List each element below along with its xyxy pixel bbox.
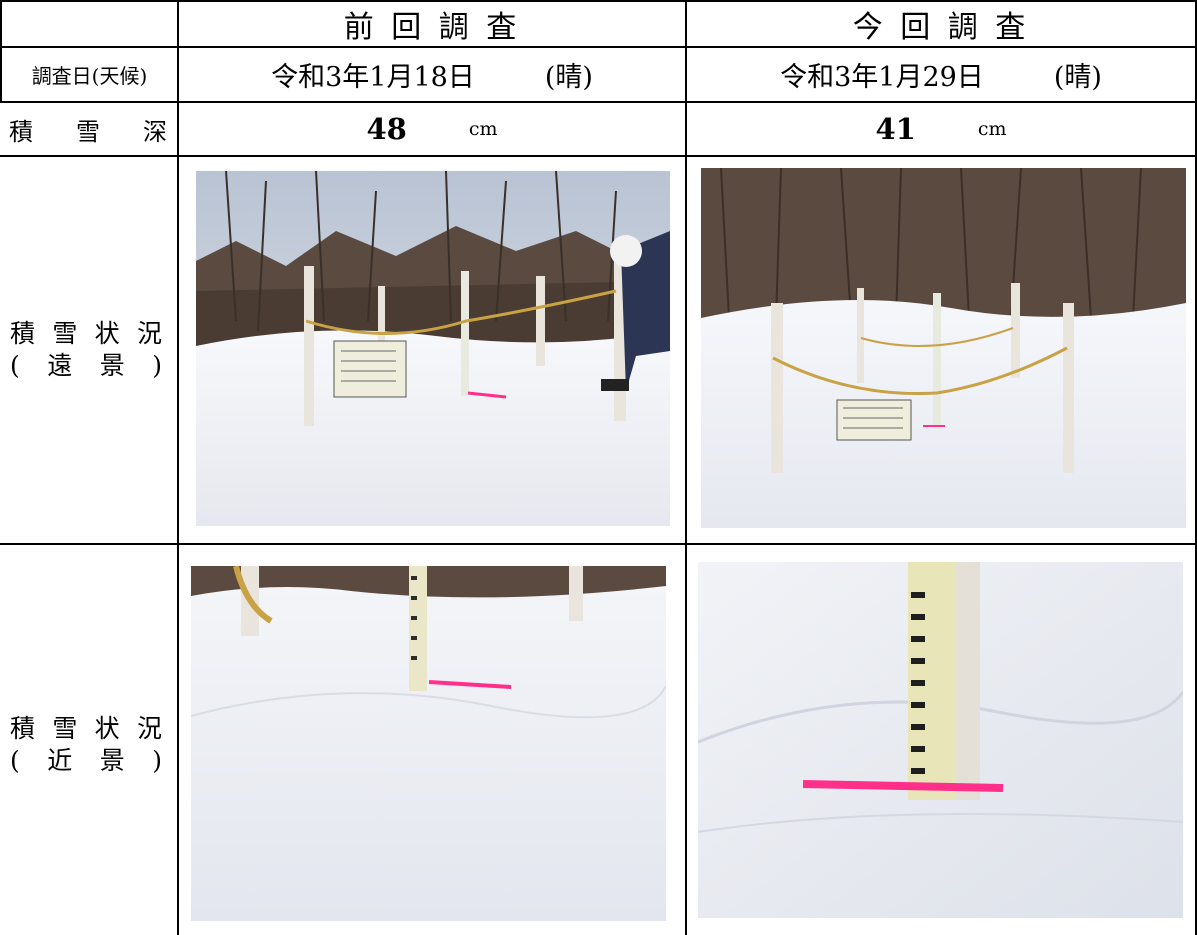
near-view-label: 積 雪 状 況 ( 近 景 ) (10, 713, 162, 777)
near-view-label-char: ) (152, 746, 162, 775)
table-rule (0, 101, 1197, 103)
near-view-label-char: 状 (94, 714, 120, 743)
far-view-label-char: 積 (10, 319, 36, 348)
survey-date-label: 調査日(天候) (2, 48, 177, 101)
previous-depth-unit: cm (468, 118, 498, 140)
far-view-label-char: 遠 (47, 351, 73, 380)
near-view-label-char: ( (10, 746, 20, 775)
snow-depth-label: 積 雪 深 (6, 103, 170, 155)
table-rule (0, 543, 1197, 545)
near-view-label-char: 雪 (52, 714, 78, 743)
table-rule (177, 0, 179, 935)
near-view-label-char: 積 (10, 714, 36, 743)
far-view-label: 積 雪 状 況 ( 遠 景 ) (10, 318, 162, 382)
current-depth-unit: cm (977, 118, 1007, 140)
current-near-view-photo (698, 562, 1183, 918)
snow-depth-label-char: 積 (9, 117, 33, 146)
previous-date: 令和3年1月18日 (271, 62, 475, 93)
current-depth-cell: 41 cm (687, 103, 1195, 155)
previous-near-view-photo (191, 566, 666, 921)
previous-depth-value: 48 (366, 112, 407, 146)
table-rule (0, 155, 1197, 157)
snow-depth-label-char: 雪 (76, 117, 100, 146)
far-view-label-char: ( (10, 351, 20, 380)
previous-survey-header: 前 回 調 査 (179, 2, 685, 46)
snow-depth-label-char: 深 (143, 117, 167, 146)
current-survey-header: 今 回 調 査 (687, 2, 1195, 46)
table-border-left (0, 0, 2, 101)
far-view-label-char: ) (152, 351, 162, 380)
far-view-label-char: 状 (94, 319, 120, 348)
current-survey-label: 今 回 調 査 (852, 10, 1030, 45)
table-rule (0, 46, 1197, 48)
near-view-label-char: 景 (99, 746, 125, 775)
near-view-label-char: 近 (47, 746, 73, 775)
near-view-label-char: 況 (136, 714, 162, 743)
table-border-top (0, 0, 1197, 2)
far-view-label-char: 景 (99, 351, 125, 380)
current-weather: (晴) (1053, 62, 1102, 93)
previous-survey-label: 前 回 調 査 (343, 10, 521, 45)
current-depth-value: 41 (875, 112, 916, 146)
previous-date-cell: 令和3年1月18日 (晴) (179, 48, 685, 101)
previous-depth-cell: 48 cm (179, 103, 685, 155)
far-view-label-char: 雪 (52, 319, 78, 348)
table-border-right (1195, 0, 1197, 935)
table-rule (685, 0, 687, 935)
survey-date-label-text: 調査日(天候) (31, 64, 148, 88)
current-date: 令和3年1月29日 (780, 62, 984, 93)
current-date-cell: 令和3年1月29日 (晴) (687, 48, 1195, 101)
previous-weather: (晴) (544, 62, 593, 93)
previous-far-view-photo (196, 171, 670, 526)
far-view-label-char: 況 (136, 319, 162, 348)
current-far-view-photo (701, 168, 1186, 528)
